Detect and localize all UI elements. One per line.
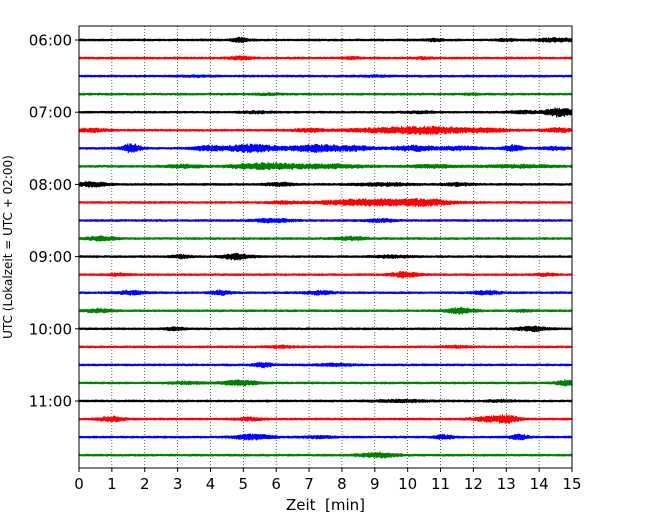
trace-group <box>78 36 573 459</box>
trace-line <box>78 379 573 387</box>
trace-line <box>78 235 573 242</box>
trace-line <box>78 289 573 296</box>
trace-line <box>78 306 573 315</box>
trace-line <box>78 125 573 136</box>
x-tick-label: 3 <box>173 475 183 493</box>
x-tick-label: 5 <box>239 475 249 493</box>
x-tick-label: 2 <box>140 475 150 493</box>
x-tick-label: 0 <box>74 475 84 493</box>
y-axis-label: UTC (Lokalzeit = UTC + 02:00) <box>1 155 15 339</box>
trace-line <box>78 252 573 261</box>
trace-line <box>78 107 573 118</box>
x-tick-label: 1 <box>107 475 117 493</box>
x-tick-label: 15 <box>562 475 581 493</box>
trace-line <box>78 414 573 424</box>
trace-line <box>78 270 573 279</box>
trace-line <box>78 36 573 44</box>
plot-frame <box>78 25 573 469</box>
trace-line <box>78 55 573 61</box>
y-axis-ticks: 06:00 07:00 08:00 09:00 10:00 11:00 <box>29 32 79 411</box>
trace-line <box>78 197 573 208</box>
trace-line <box>78 162 573 171</box>
trace-line <box>78 361 573 369</box>
y-tick-label: 06:00 <box>29 32 72 50</box>
x-tick-label: 7 <box>304 475 314 493</box>
trace-line <box>78 92 573 97</box>
trace-line <box>78 344 573 350</box>
x-tick-label: 12 <box>464 475 483 493</box>
x-axis-ticks: 0 1 2 3 4 5 6 7 8 9 10 11 12 13 14 15 <box>74 468 582 493</box>
x-tick-label: 13 <box>497 475 516 493</box>
y-tick-label: 11:00 <box>29 393 72 411</box>
x-tick-label: 10 <box>398 475 417 493</box>
x-tick-label: 8 <box>337 475 347 493</box>
trace-line <box>78 181 573 188</box>
trace-line <box>78 143 573 154</box>
x-tick-label: 4 <box>206 475 216 493</box>
x-tick-label: 11 <box>431 475 450 493</box>
trace-line <box>78 325 573 333</box>
trace-line <box>78 74 573 79</box>
y-tick-label: 09:00 <box>29 248 72 266</box>
x-axis-label: Zeit [min] <box>286 496 365 514</box>
x-tick-label: 9 <box>370 475 380 493</box>
trace-line <box>78 217 573 224</box>
trace-line <box>78 433 573 441</box>
x-tick-label: 14 <box>530 475 549 493</box>
trace-line <box>78 451 573 459</box>
y-tick-label: 08:00 <box>29 176 72 194</box>
x-tick-label: 6 <box>271 475 281 493</box>
trace-line <box>78 398 573 404</box>
y-tick-label: 10:00 <box>29 320 72 338</box>
y-tick-label: 07:00 <box>29 104 72 122</box>
